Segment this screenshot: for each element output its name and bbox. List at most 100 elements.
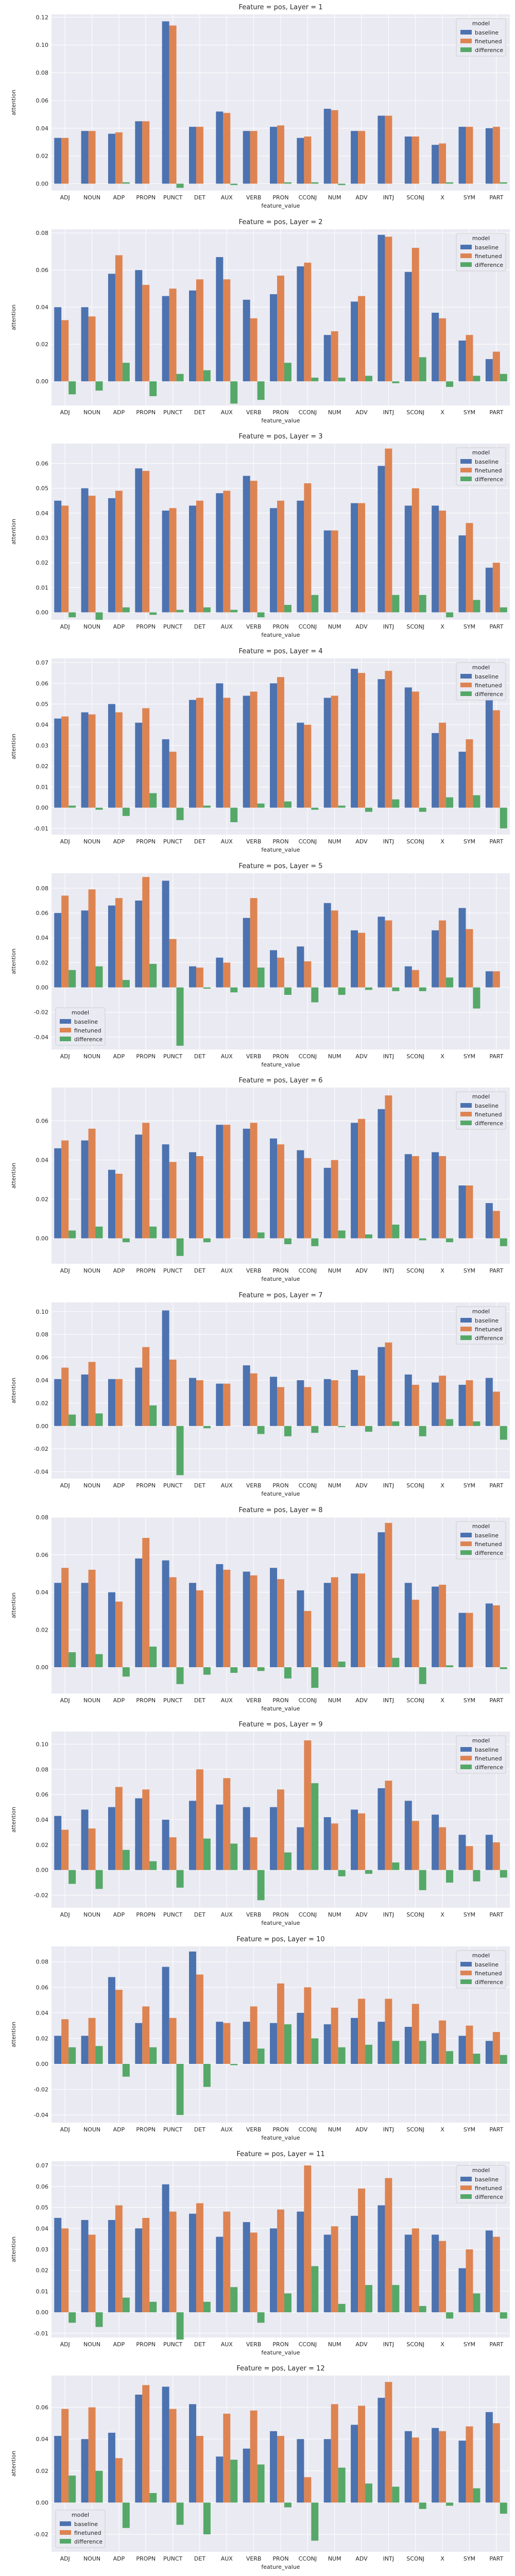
bar-difference-noun: [95, 2471, 103, 2503]
bar-finetuned-aux: [223, 490, 231, 613]
legend: model baseline finetuned difference: [456, 1091, 506, 1130]
legend-swatch-difference: [460, 1550, 472, 1555]
bar-finetuned-cconj: [304, 724, 312, 808]
x-tick-label: PROPN: [136, 1697, 156, 1704]
y-tick-label: 0.04: [36, 2225, 48, 2232]
bar-baseline-num: [323, 2024, 331, 2064]
bar-baseline-adp: [108, 498, 115, 613]
bar-baseline-noun: [81, 1374, 89, 1426]
legend-swatch-finetuned: [460, 1112, 472, 1117]
x-tick-label: DET: [194, 1267, 205, 1274]
y-tick-label: 0.06: [36, 1984, 48, 1991]
legend-label-difference: difference: [74, 2538, 102, 2545]
legend-label-finetuned: finetuned: [74, 1027, 101, 1034]
bar-finetuned-sym: [466, 1846, 473, 1870]
bar-baseline-propn: [135, 1367, 143, 1426]
bar-baseline-punct: [162, 2386, 169, 2503]
legend-swatch-baseline: [60, 1019, 72, 1024]
x-tick-label: DET: [194, 2341, 205, 2348]
x-tick-label: VERB: [246, 838, 262, 845]
bar-baseline-noun: [81, 488, 89, 613]
x-tick-label: INTJ: [383, 2341, 394, 2348]
legend-label-baseline: baseline: [475, 1532, 499, 1539]
legend: model baseline finetuned difference: [456, 1735, 506, 1774]
y-tick-label: 0.04: [36, 1157, 48, 1164]
bar-baseline-adv: [351, 131, 358, 184]
x-tick-label: PRON: [272, 838, 288, 845]
x-tick-label: PRON: [272, 1267, 288, 1274]
bar-baseline-x: [432, 145, 439, 184]
x-tick-label: X: [440, 2555, 444, 2562]
bar-baseline-sconj: [404, 2431, 412, 2503]
chart-title: Feature = pos, Layer = 5: [238, 862, 322, 870]
bar-difference-cconj: [311, 1426, 319, 1433]
x-tick-label: NUM: [328, 409, 341, 416]
y-tick-label: 0.01: [36, 585, 48, 591]
bar-finetuned-num: [331, 910, 338, 988]
bar-finetuned-num: [331, 696, 338, 808]
legend-box: [456, 1735, 506, 1774]
bar-difference-sconj: [419, 595, 426, 613]
bar-baseline-part: [485, 2230, 493, 2312]
x-tick-label: ADP: [113, 2126, 125, 2133]
bar-finetuned-verb: [250, 1837, 258, 1870]
bar-difference-part: [500, 1238, 507, 1247]
bar-finetuned-intj: [385, 2178, 392, 2312]
bar-difference-adp: [122, 362, 130, 381]
bar-finetuned-sym: [466, 1185, 473, 1239]
bar-difference-x: [446, 797, 454, 808]
bar-baseline-sym: [458, 2441, 466, 2503]
bar-finetuned-cconj: [304, 1611, 312, 1667]
x-tick-label: CCONJ: [299, 1267, 317, 1274]
bar-difference-propn: [149, 963, 157, 988]
bar-baseline-punct: [162, 296, 169, 381]
bar-finetuned-intj: [385, 1522, 392, 1667]
bar-baseline-intj: [377, 2022, 385, 2064]
bar-finetuned-x: [439, 920, 447, 988]
x-tick-label: X: [440, 1267, 444, 1274]
bar-difference-adj: [68, 1652, 76, 1667]
legend: model baseline finetuned difference: [55, 1007, 106, 1046]
bar-baseline-verb: [243, 476, 250, 613]
y-tick-label: 0.08: [36, 885, 48, 892]
x-tick-label: PRON: [272, 1911, 288, 1918]
bar-baseline-punct: [162, 1144, 169, 1239]
bar-baseline-verb: [243, 2022, 250, 2064]
x-tick-label: X: [440, 623, 444, 630]
x-tick-label: SYM: [464, 623, 475, 630]
bar-baseline-x: [432, 2033, 439, 2064]
legend-label-finetuned: finetuned: [475, 682, 502, 689]
x-tick-label: DET: [194, 409, 205, 416]
legend: model baseline finetuned difference: [55, 2510, 106, 2548]
bar-difference-noun: [95, 966, 103, 988]
chart-layer-2: 0.00 0.02 0.04 0.06 0.08 ADJ NOUN ADP PROPN PUNCT…: [10, 218, 510, 424]
bar-finetuned-verb: [250, 2232, 258, 2312]
bar-difference-verb: [257, 2312, 265, 2323]
bar-finetuned-x: [439, 722, 447, 808]
y-axis-label: attention: [10, 1592, 17, 1618]
x-tick-label: ADV: [355, 1053, 368, 1060]
y-axis-label: attention: [10, 948, 17, 974]
y-tick-label: 0.00: [36, 2309, 48, 2316]
bar-difference-noun: [95, 381, 103, 391]
legend-swatch-difference: [460, 1121, 472, 1126]
bar-difference-part: [500, 607, 507, 613]
x-tick-label: NUM: [328, 838, 341, 845]
bar-difference-num: [338, 1661, 346, 1667]
bar-baseline-adp: [108, 905, 115, 988]
y-axis-label: attention: [10, 2451, 17, 2477]
bar-finetuned-propn: [142, 876, 150, 988]
bar-baseline-cconj: [297, 501, 304, 613]
bar-baseline-num: [323, 698, 331, 808]
bar-finetuned-verb: [250, 1575, 258, 1667]
x-tick-label: VERB: [246, 409, 262, 416]
bar-difference-sym: [473, 987, 480, 1009]
bar-baseline-propn: [135, 121, 143, 184]
bar-difference-pron: [284, 987, 291, 995]
bar-baseline-verb: [243, 1571, 250, 1667]
y-tick-label: 0.02: [36, 2267, 48, 2274]
x-axis-label: feature_value: [261, 2564, 300, 2570]
x-tick-label: PRON: [272, 1482, 288, 1489]
bar-finetuned-aux: [223, 2211, 231, 2312]
